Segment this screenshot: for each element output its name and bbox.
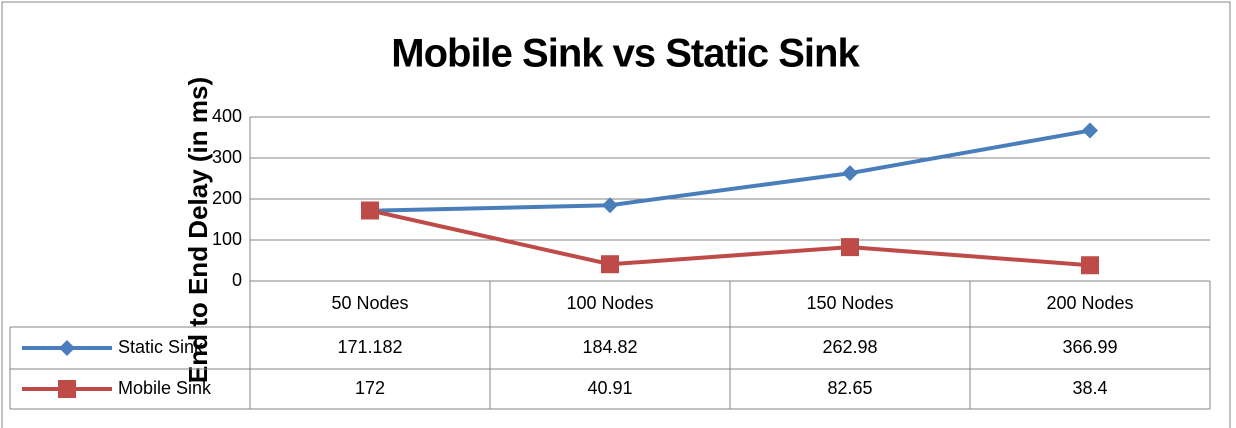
data-point [1082, 122, 1098, 139]
table-cell: 172 [355, 378, 385, 398]
legend-label: Mobile Sink [118, 378, 212, 398]
table-cell: 38.4 [1072, 378, 1107, 398]
chart-title: Mobile Sink vs Static Sink [391, 32, 860, 76]
data-point [841, 238, 859, 257]
data-point [842, 165, 858, 182]
x-tick-label: 200 Nodes [1046, 293, 1133, 313]
series-line [369, 208, 1091, 268]
y-tick-label: 0 [232, 270, 242, 290]
x-tick-label: 150 Nodes [806, 293, 893, 313]
legend-marker [58, 380, 76, 398]
legend-marker [59, 340, 75, 356]
y-tick-label: 200 [212, 188, 242, 208]
legend-label: Static Sink [118, 337, 204, 357]
data-table-lines [9, 117, 1211, 410]
data-point [361, 201, 379, 220]
table-cell: 262.98 [822, 337, 877, 357]
table-cell: 184.82 [582, 337, 637, 357]
table-cell: 366.99 [1062, 337, 1117, 357]
data-point [1081, 256, 1099, 275]
y-tick-label: 400 [212, 106, 242, 126]
x-tick-label: 100 Nodes [566, 293, 653, 313]
table-cell: 40.91 [587, 378, 632, 398]
series-line [369, 128, 1091, 213]
x-tick-label: 50 Nodes [331, 293, 408, 313]
y-axis-label: End to End Delay (in ms) [183, 77, 213, 383]
table-cell: 82.65 [827, 378, 872, 398]
table-cell: 171.182 [337, 337, 402, 357]
data-point [601, 255, 619, 274]
y-tick-label: 100 [212, 229, 242, 249]
data-point [602, 197, 618, 214]
y-tick-label: 300 [212, 147, 242, 167]
